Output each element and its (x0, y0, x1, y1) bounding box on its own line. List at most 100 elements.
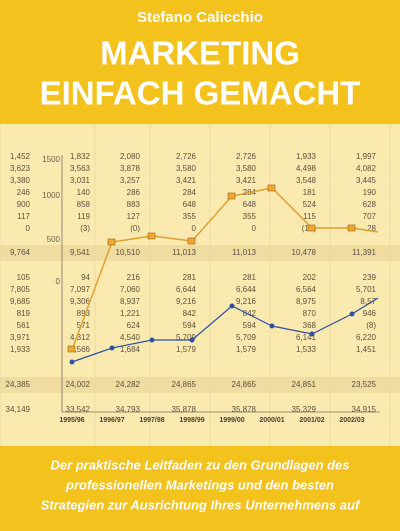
cell: 946 (363, 309, 377, 318)
cell: 1,832 (70, 152, 91, 161)
cell: 2,726 (236, 152, 257, 161)
cells: 1,452 1,832 2,080 2,726 2,726 1,933 1,997 3,623… (6, 152, 377, 424)
axis-label: 0 (56, 277, 61, 286)
cell: 355 (243, 212, 257, 221)
cell: 3,548 (296, 176, 317, 185)
cell: 594 (243, 321, 257, 330)
cell: 1,579 (176, 345, 197, 354)
year-label: 1999/00 (219, 417, 244, 424)
cell: 6,141 (296, 333, 317, 342)
cell: 819 (17, 309, 31, 318)
cell: 524 (303, 200, 317, 209)
cell: 10,478 (292, 248, 317, 257)
cell: 239 (363, 273, 377, 282)
cell: 286 (127, 188, 141, 197)
cell: 355 (183, 212, 197, 221)
cell: 11,391 (352, 248, 376, 257)
cell: 11,013 (172, 248, 196, 257)
cell: 628 (363, 200, 377, 209)
cell: 3,421 (176, 176, 197, 185)
cell: 648 (183, 200, 197, 209)
cell: 842 (243, 309, 257, 318)
cell: 6,644 (236, 285, 257, 294)
cell: 181 (303, 188, 317, 197)
cell: 24,851 (292, 380, 317, 389)
cell: 105 (17, 273, 31, 282)
cell: 1,221 (120, 309, 141, 318)
year-label: 1997/98 (139, 417, 164, 424)
cell: 9,216 (176, 297, 197, 306)
cell: 1,451 (356, 345, 377, 354)
cell: 2,080 (120, 152, 141, 161)
cell: 4,540 (120, 333, 141, 342)
cell: 34,149 (6, 405, 31, 414)
cell: 11,013 (232, 248, 256, 257)
cell: 10,510 (116, 248, 141, 257)
cell: 117 (17, 212, 30, 221)
cell: 28 (367, 224, 376, 233)
cell: 33,542 (66, 405, 91, 414)
cell: 3,257 (120, 176, 141, 185)
cell: 1,566 (70, 345, 91, 354)
highlight-row (0, 245, 400, 261)
cell: 281 (243, 273, 257, 282)
cell: 571 (77, 321, 91, 330)
cell: 4,498 (296, 164, 317, 173)
cell: 594 (183, 321, 197, 330)
cell: 3,445 (356, 176, 377, 185)
cell: 4,082 (356, 164, 377, 173)
cell: 1,452 (10, 152, 31, 161)
cell: 216 (127, 273, 141, 282)
cell: (3) (80, 224, 90, 233)
cell: 34,793 (116, 405, 141, 414)
cell: 127 (127, 212, 141, 221)
cell: 8,57 (360, 297, 376, 306)
cell: 9,541 (70, 248, 91, 257)
cell: 5,709 (236, 333, 257, 342)
cell: 624 (127, 321, 141, 330)
cell: 1,933 (296, 152, 317, 161)
cell: 6,564 (296, 285, 317, 294)
cell: 1,933 (10, 345, 31, 354)
cell: 119 (77, 212, 90, 221)
cell: 190 (363, 188, 377, 197)
cell: 24,282 (116, 380, 141, 389)
subtitle-line: professionellen Marketings und den beste… (65, 477, 334, 492)
orange-markers (67, 184, 356, 353)
cell: 9,764 (10, 248, 31, 257)
cell: 3,580 (176, 164, 197, 173)
axis-label: 500 (47, 235, 61, 244)
cell: 35,329 (292, 405, 317, 414)
year-label: 1995/96 (59, 417, 84, 424)
cell: 281 (183, 273, 197, 282)
cell: 140 (77, 188, 91, 197)
cell: 35,878 (172, 405, 197, 414)
cell: 870 (303, 309, 317, 318)
cell: 3,031 (70, 176, 91, 185)
year-label: 1998/99 (179, 417, 204, 424)
title-line: MARKETING (100, 35, 300, 72)
cell: 648 (243, 200, 257, 209)
cell: 0 (192, 224, 197, 233)
cell: 34,915 (352, 405, 377, 414)
cell: 8,975 (296, 297, 317, 306)
cell: 9,306 (70, 297, 91, 306)
cell: 3,971 (10, 333, 31, 342)
cell: 5,709 (176, 333, 197, 342)
subtitle-line: Strategien zur Ausrichtung Ihres Unterne… (41, 497, 361, 512)
highlight-row (0, 377, 400, 393)
cell: 24,002 (66, 380, 91, 389)
cell: 1,579 (236, 345, 257, 354)
cell: 115 (303, 212, 316, 221)
cell: 24,865 (172, 380, 197, 389)
cell: 0 (252, 224, 257, 233)
author: Stefano Calicchio (137, 9, 263, 26)
cell: 0 (26, 224, 31, 233)
year-label: 2001/02 (299, 417, 324, 424)
cell: 842 (183, 309, 197, 318)
cell: 3,421 (236, 176, 257, 185)
year-label: 2000/01 (259, 417, 284, 424)
cell: 3,580 (236, 164, 257, 173)
cell: 284 (183, 188, 197, 197)
